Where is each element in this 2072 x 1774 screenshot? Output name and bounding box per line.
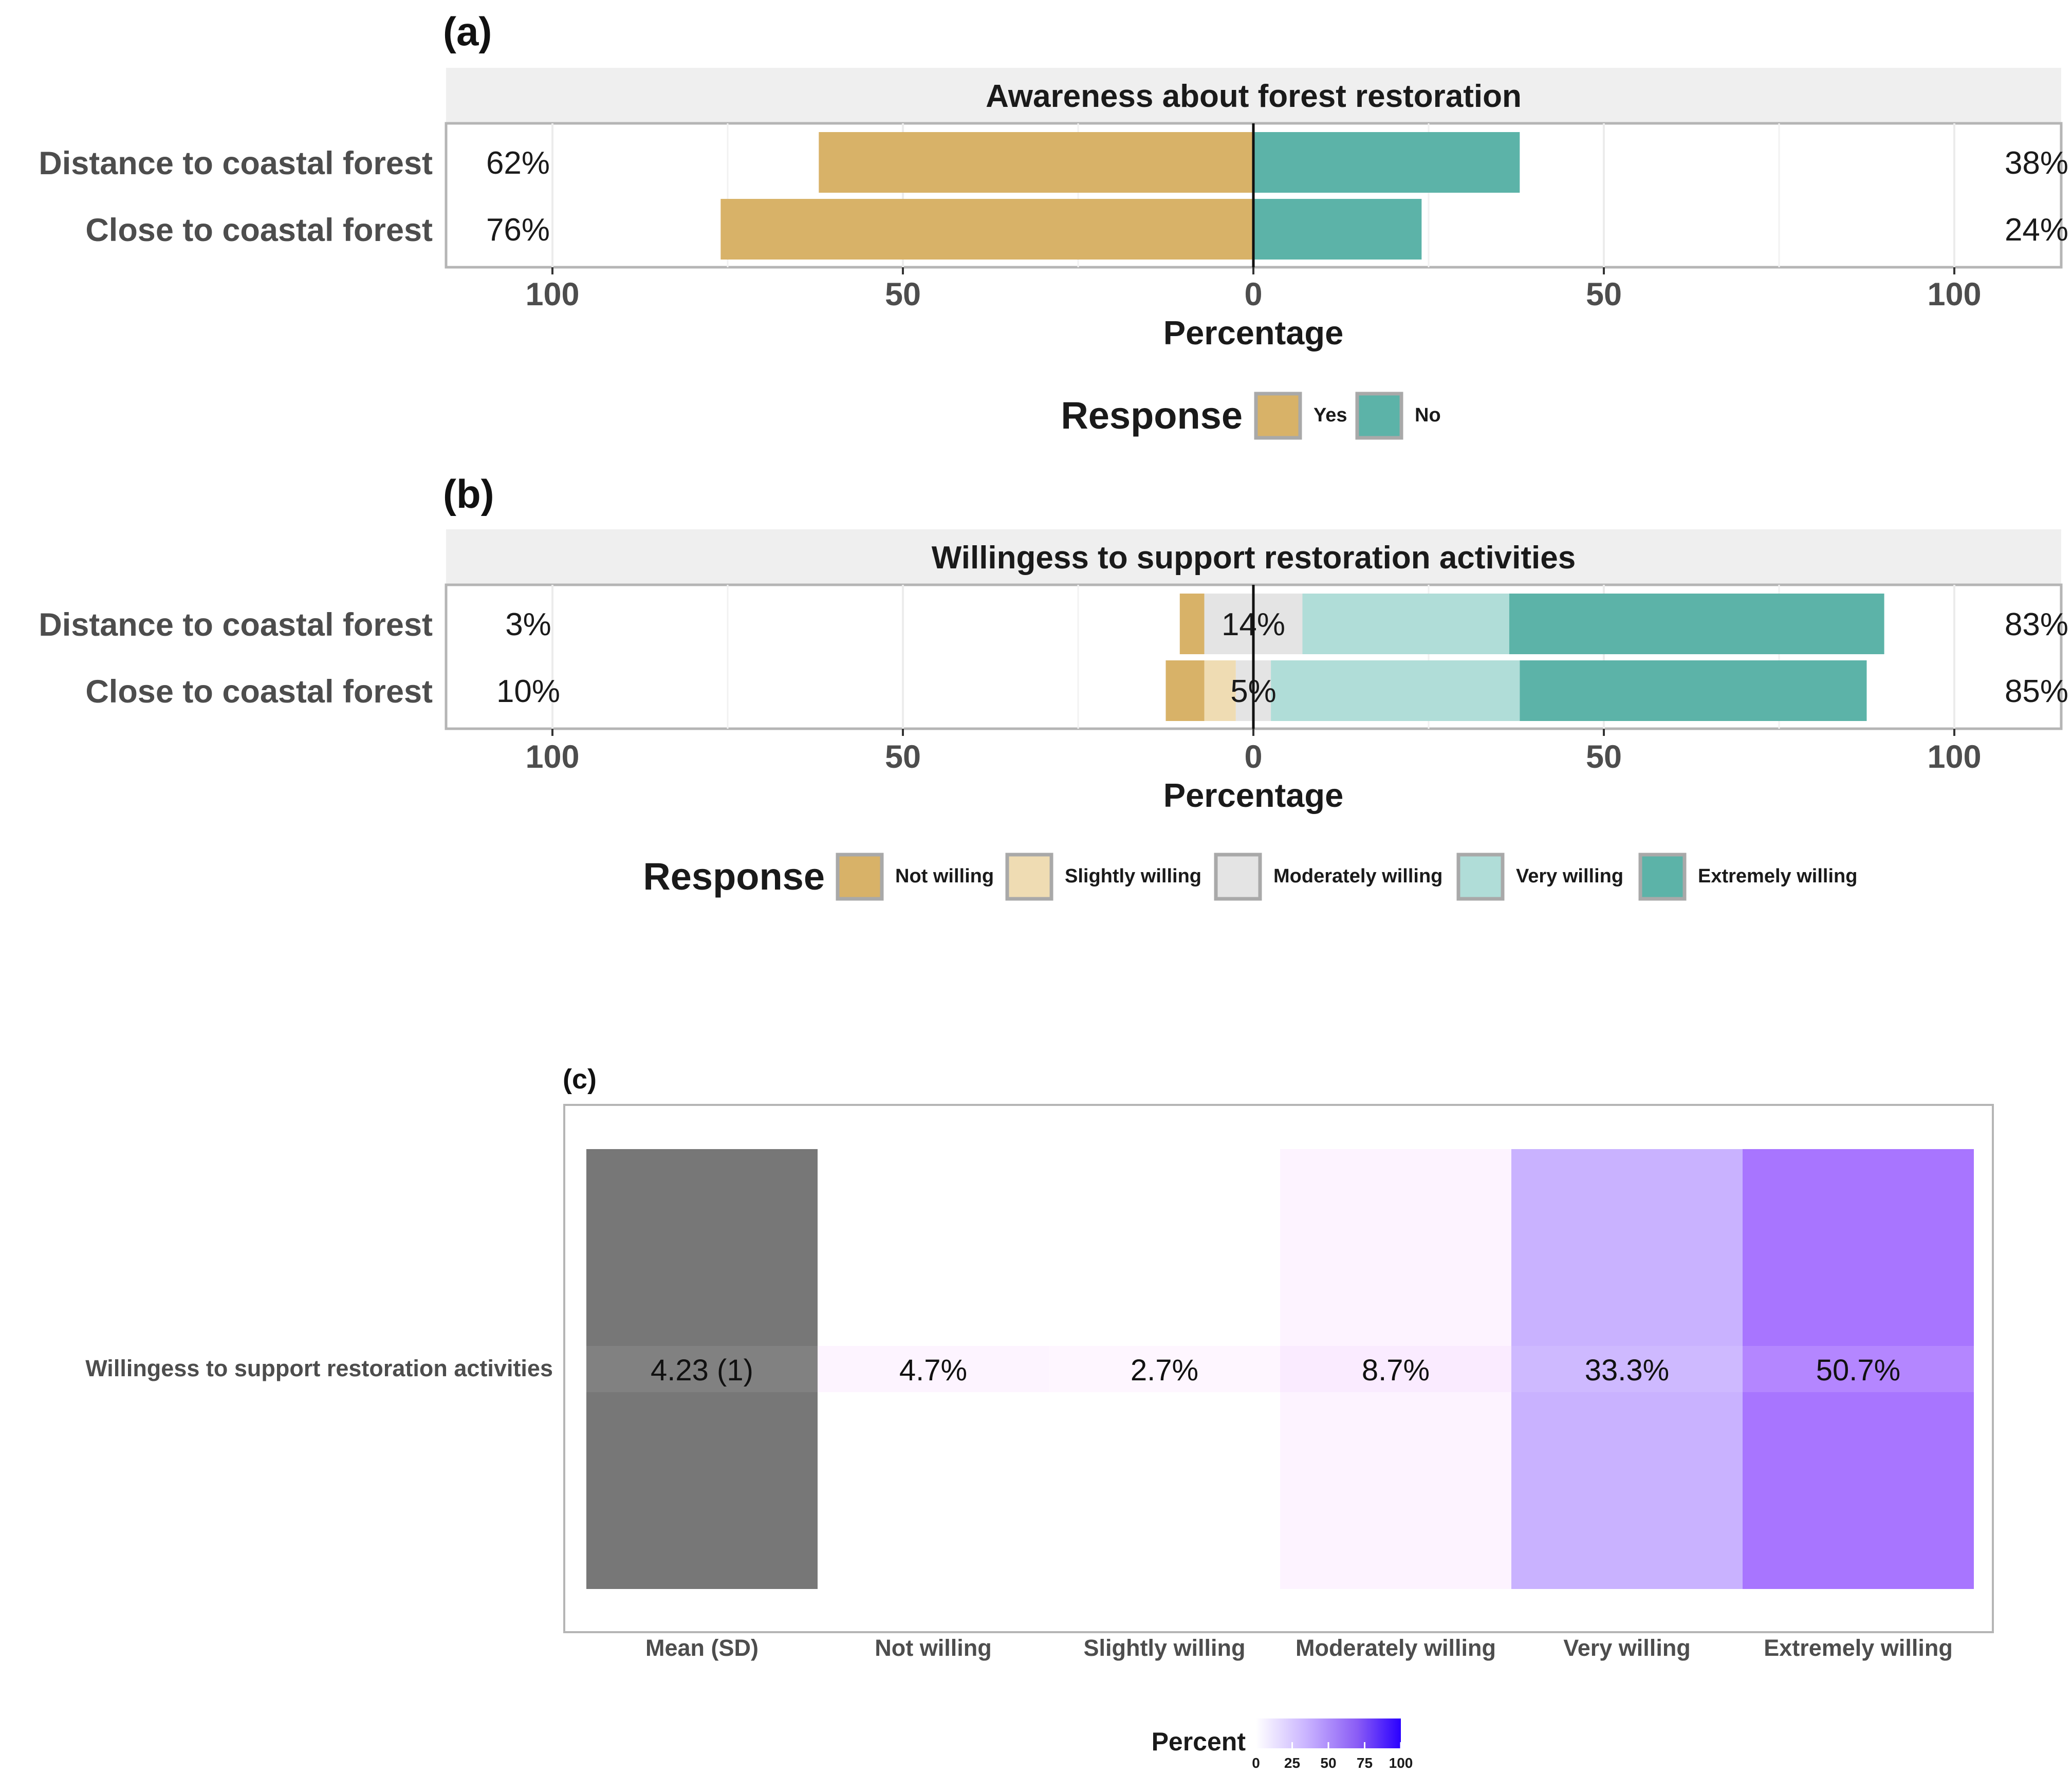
panel-a: (a) Awareness about forest restoration Dis…: [39, 9, 2068, 440]
legend-label: Yes: [1313, 404, 1347, 426]
x-tick-label: 100: [1927, 739, 1981, 775]
y-tick-label: Willingess to support restoration activi…: [85, 1355, 553, 1381]
x-tick-label: Mean (SD): [645, 1635, 758, 1661]
legend-key: [1456, 853, 1505, 901]
facet-strip: [446, 529, 2061, 585]
right-percent-label: 83%: [2005, 607, 2068, 642]
y-tick-label: Distance to coastal forest: [39, 145, 433, 181]
legend-label: Not willing: [895, 865, 994, 887]
cell-value-label: 8.7%: [1362, 1354, 1430, 1387]
legend-label: Moderately willing: [1273, 865, 1442, 887]
x-tick-label: 50: [1586, 739, 1622, 775]
right-percent-label: 24%: [2005, 212, 2068, 248]
legend-label: Extremely willing: [1698, 865, 1857, 887]
cell-value-label: 4.23 (1): [651, 1354, 753, 1387]
panel-tag: (a): [443, 9, 492, 54]
x-tick-label: 0: [1244, 276, 1262, 312]
x-tick-label: 0: [1244, 739, 1262, 775]
x-tick-label: 100: [525, 276, 579, 312]
cell-label-band: [1280, 1346, 1511, 1392]
cell-value-label: 50.7%: [1816, 1354, 1900, 1387]
x-tick-label: Very willing: [1563, 1635, 1691, 1661]
legend-title: Percent: [1152, 1727, 1246, 1756]
x-tick-label: 100: [1927, 276, 1981, 312]
bar-extremely-willing: [1509, 594, 1884, 654]
legend-label: Very willing: [1516, 865, 1623, 887]
colorbar-tick-label: 100: [1389, 1755, 1413, 1771]
x-axis-title: Percentage: [1163, 314, 1343, 352]
bar-no: [1253, 199, 1422, 260]
cell-label-band: [1049, 1346, 1280, 1392]
x-tick-label: 100: [525, 739, 579, 775]
left-percent-label: 10%: [496, 674, 560, 709]
facet-title: Awareness about forest restoration: [986, 79, 1522, 114]
x-tick-label: 50: [885, 276, 921, 312]
facet-strip: [446, 68, 2061, 123]
bar-yes: [819, 132, 1253, 193]
cell-label-band: [586, 1346, 818, 1392]
y-tick-label: Close to coastal forest: [85, 212, 433, 248]
legend-key: [1638, 853, 1687, 901]
colorbar-tick-label: 0: [1252, 1755, 1260, 1771]
x-tick-label: Moderately willing: [1296, 1635, 1496, 1661]
colorbar-tick-label: 25: [1284, 1755, 1300, 1771]
facet-title: Willingess to support restoration activi…: [932, 540, 1576, 576]
bar-not-willing: [1179, 594, 1205, 654]
legend-key: [836, 853, 884, 901]
y-tick-label: Close to coastal forest: [85, 674, 433, 710]
cell-label-band: [1511, 1346, 1743, 1392]
cell-label-band: [818, 1346, 1049, 1392]
x-tick-label: 50: [1586, 276, 1622, 312]
panel-c: (c) 4.23 (1) Mean (SD) 4.7% Not willing 2.7% S…: [85, 1064, 1994, 1771]
legend-key: [1254, 392, 1302, 440]
colorbar-tick-label: 75: [1357, 1755, 1373, 1771]
bar-yes: [720, 199, 1253, 260]
x-tick-label: 50: [885, 739, 921, 775]
panel-tag: (c): [563, 1064, 597, 1095]
bar-no: [1253, 132, 1520, 193]
cell-value-label: 2.7%: [1131, 1354, 1198, 1387]
x-tick-label: Extremely willing: [1764, 1635, 1953, 1661]
cell-label-band: [1743, 1346, 1974, 1392]
right-percent-label: 85%: [2005, 674, 2068, 709]
legend-label: No: [1415, 404, 1441, 426]
bar-extremely-willing: [1520, 660, 1867, 721]
left-percent-label: 62%: [486, 145, 550, 181]
bar-very-willing: [1302, 594, 1509, 654]
bar-slightly-willing: [1204, 660, 1236, 721]
x-tick-label: Slightly willing: [1084, 1635, 1246, 1661]
x-axis-title: Percentage: [1163, 777, 1343, 814]
cell-value-label: 33.3%: [1585, 1354, 1669, 1387]
colorbar-tick-label: 50: [1320, 1755, 1336, 1771]
left-percent-label: 3%: [505, 607, 551, 642]
left-percent-label: 76%: [486, 212, 550, 248]
legend-key: [1005, 853, 1053, 901]
cell-value-label: 4.7%: [899, 1354, 967, 1387]
panel-b: (b) Willingess to support restoration act…: [39, 471, 2068, 901]
legend-label: Slightly willing: [1065, 865, 1201, 887]
legend-title: Response: [643, 855, 825, 898]
bar-very-willing: [1271, 660, 1520, 721]
right-percent-label: 38%: [2005, 145, 2068, 181]
x-tick-label: Not willing: [875, 1635, 991, 1661]
legend-key: [1214, 853, 1262, 901]
bar-not-willing: [1166, 660, 1205, 721]
panel-tag: (b): [443, 471, 494, 516]
legend-key: [1355, 392, 1403, 440]
y-tick-label: Distance to coastal forest: [39, 607, 433, 643]
legend-title: Response: [1061, 394, 1243, 437]
